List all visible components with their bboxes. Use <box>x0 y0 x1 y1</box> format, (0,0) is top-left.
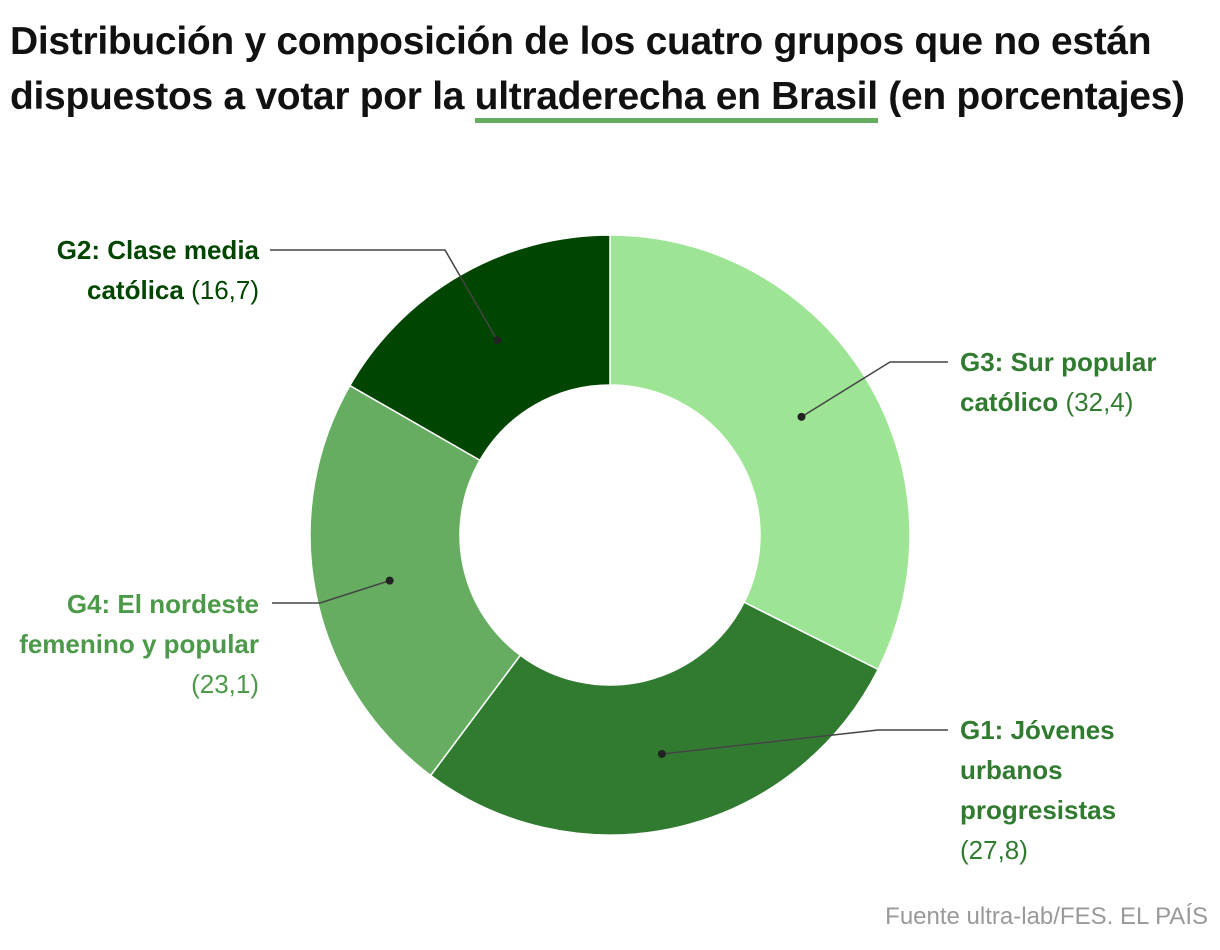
slice-label-g4-value: (23,1) <box>191 669 259 699</box>
chart-title: Distribución y composición de los cuatro… <box>10 14 1200 124</box>
slice-g3 <box>609 234 911 671</box>
title-text-end: (en porcentajes) <box>877 75 1185 118</box>
leader-line-g3 <box>801 361 948 418</box>
source-note: Fuente ultra-lab/FES. EL PAÍS <box>885 903 1208 930</box>
slice-label-g1-value: (27,8) <box>960 835 1028 865</box>
slice-label-g3-value: (32,4) <box>1065 387 1134 417</box>
slice-label-g4: G4: El nordeste femenino y popular (23,1… <box>19 584 259 704</box>
donut-slices <box>309 234 911 836</box>
leader-lines <box>270 249 948 758</box>
slice-label-g3: G3: Sur popular católico (32,4) <box>960 342 1190 422</box>
slice-label-g1: G1: Jóvenes urbanos progresistas (27,8) <box>960 710 1160 870</box>
slice-label-g2-value: (16,7) <box>191 275 259 305</box>
slice-label-g3-name: G3: Sur popular católico <box>960 347 1157 417</box>
leader-line-g2 <box>270 249 498 341</box>
leader-dot-g2 <box>493 336 502 345</box>
leader-dot-g4 <box>385 576 394 585</box>
slice-label-g4-name: G4: El nordeste femenino y popular <box>19 589 259 659</box>
leader-dot-g3 <box>797 412 806 421</box>
slice-g1 <box>429 601 880 836</box>
slice-g2 <box>348 234 611 462</box>
leader-line-g1 <box>661 729 948 755</box>
leader-line-g4 <box>272 579 390 604</box>
slice-label-g1-name: G1: Jóvenes urbanos progresistas <box>960 715 1117 825</box>
slice-g4 <box>309 384 522 777</box>
title-highlight: ultraderecha en Brasil <box>474 75 878 123</box>
title-text: Distribución y composición de los cuatro… <box>10 20 1152 118</box>
leader-dot-g1 <box>657 749 666 758</box>
slice-label-g2: G2: Clase media católica (16,7) <box>19 230 259 310</box>
slice-label-g2-name: G2: Clase media católica <box>56 235 259 305</box>
